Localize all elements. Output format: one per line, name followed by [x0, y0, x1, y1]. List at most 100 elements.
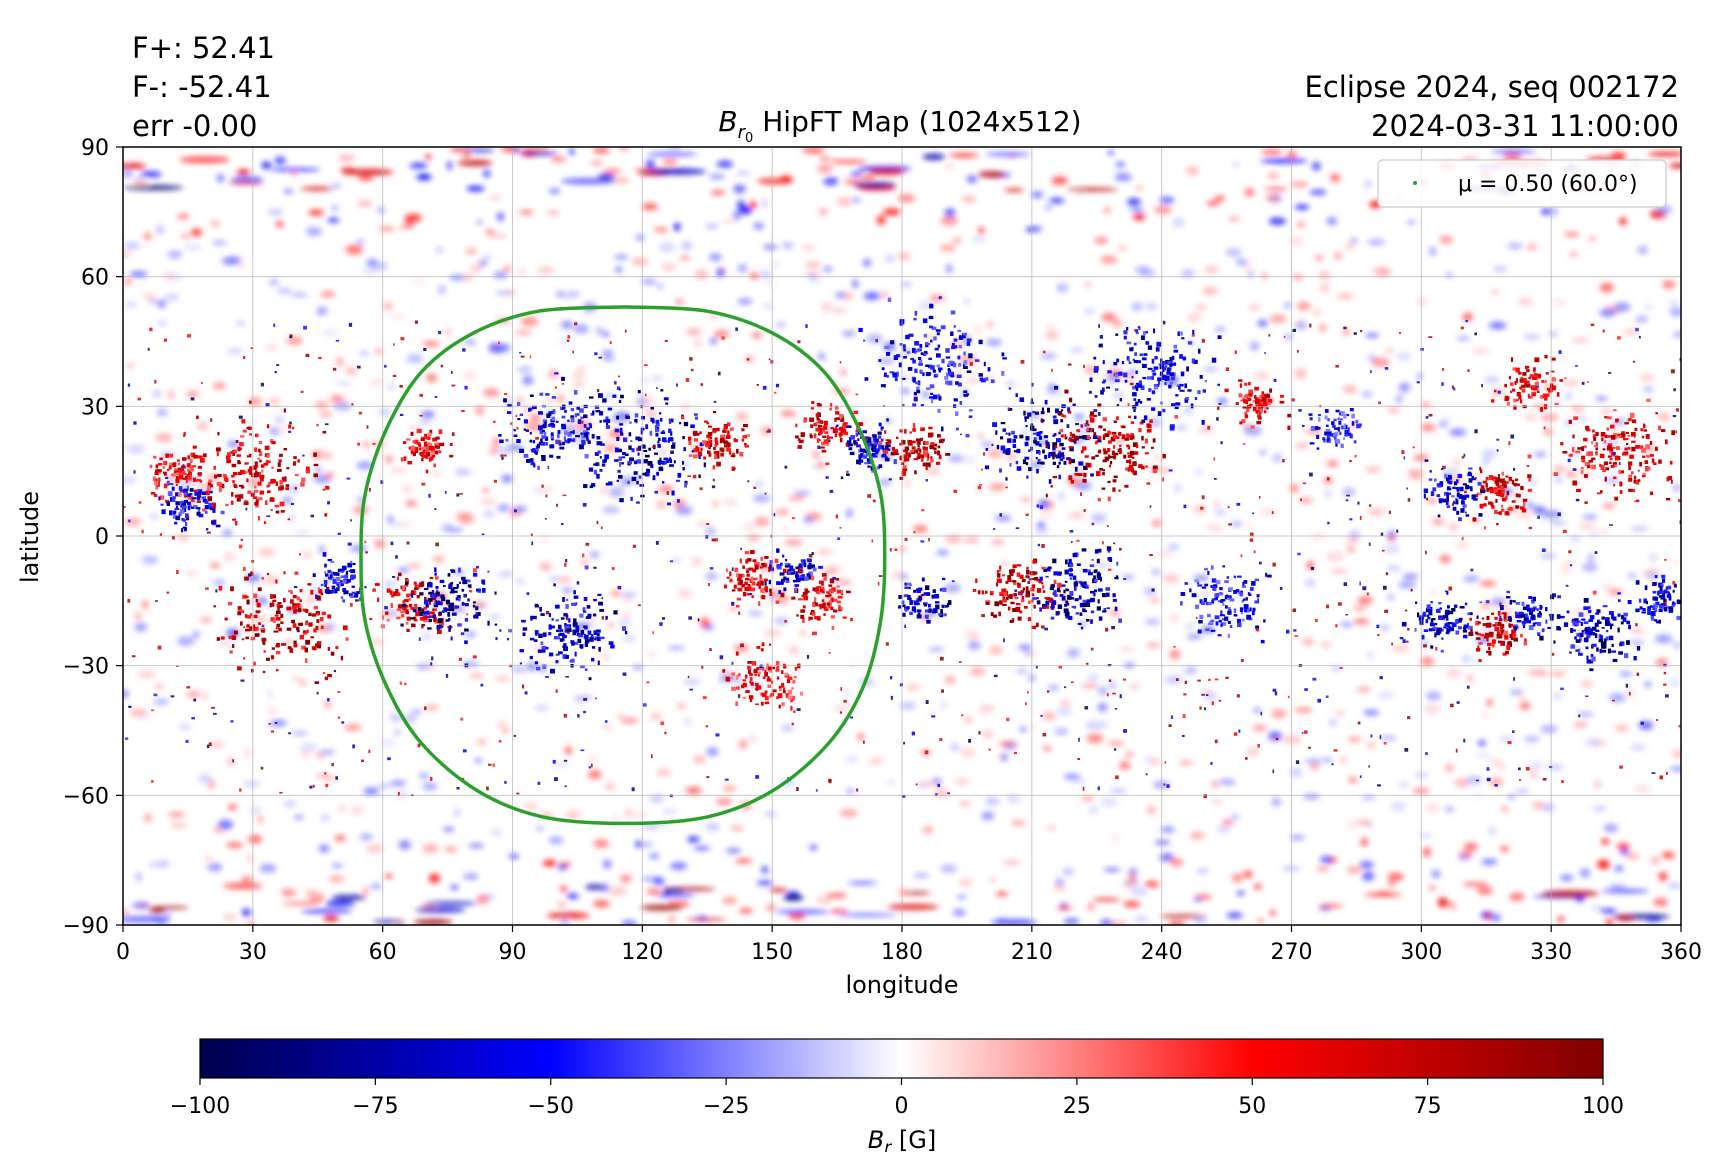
field-pixel: [534, 630, 539, 635]
field-pixel: [1502, 652, 1507, 656]
polar-streak: [1123, 900, 1141, 908]
field-pixel: [1193, 359, 1198, 364]
field-pixel: [673, 460, 676, 464]
noise-patch: [159, 859, 170, 868]
noise-patch: [1145, 302, 1158, 311]
noise-patch: [1534, 451, 1547, 457]
field-pixel: [1152, 465, 1158, 470]
noise-patch: [1319, 271, 1331, 280]
noise-patch: [1507, 794, 1516, 800]
field-pixel: [266, 424, 270, 429]
field-pixel: [928, 603, 931, 608]
field-pixel: [1211, 357, 1217, 363]
noise-patch: [406, 563, 422, 569]
noise-patch: [167, 274, 184, 281]
noise-patch: [1130, 887, 1148, 896]
field-pixel: [322, 430, 327, 434]
noise-patch: [1205, 688, 1212, 695]
field-pixel: [635, 436, 641, 441]
field-pixel: [1185, 397, 1189, 401]
field-pixel: [316, 619, 320, 624]
field-pixel: [578, 634, 583, 638]
field-pixel: [1024, 456, 1030, 460]
field-pixel: [1594, 633, 1598, 639]
field-pixel: [415, 611, 420, 617]
field-pixel: [196, 479, 201, 482]
field-pixel: [1258, 402, 1261, 407]
field-pixel: [237, 471, 243, 475]
field-pixel: [607, 407, 613, 411]
field-pixel: [1042, 604, 1047, 608]
noise-patch: [1491, 598, 1507, 606]
noise-patch: [985, 339, 1002, 346]
field-pixel: [446, 608, 451, 611]
noise-patch: [304, 889, 320, 897]
field-pixel: [218, 585, 223, 591]
field-pixel: [790, 572, 794, 575]
field-pixel: [1511, 479, 1515, 485]
field-pixel: [883, 372, 887, 377]
field-pixel: [671, 445, 676, 449]
noise-patch: [883, 208, 901, 216]
noise-patch: [978, 227, 985, 235]
noise-patch: [444, 328, 453, 335]
field-pixel: [1521, 601, 1525, 606]
noise-patch: [362, 441, 371, 448]
field-pixel: [849, 451, 855, 456]
field-pixel: [1066, 588, 1070, 592]
field-pixel: [1087, 423, 1090, 427]
noise-patch: [1499, 736, 1515, 742]
field-pixel: [733, 584, 737, 589]
field-pixel: [790, 697, 793, 703]
noise-patch: [1070, 778, 1087, 784]
field-pixel: [902, 604, 906, 608]
noise-patch: [621, 920, 637, 925]
field-pixel: [1184, 383, 1187, 389]
field-pixel: [776, 696, 779, 700]
noise-patch: [565, 809, 581, 820]
field-pixel: [341, 565, 347, 570]
noise-patch: [243, 780, 260, 788]
noise-patch: [1305, 578, 1316, 587]
field-pixel: [1603, 644, 1607, 649]
field-pixel: [932, 589, 936, 593]
field-pixel: [433, 602, 437, 607]
field-pixel: [416, 586, 421, 589]
field-pixel: [712, 428, 717, 432]
field-pixel: [1428, 478, 1433, 481]
field-pixel: [1135, 370, 1138, 374]
field-pixel: [1000, 445, 1006, 451]
field-pixel: [1493, 489, 1498, 493]
field-pixel: [1096, 573, 1102, 579]
field-pixel: [403, 441, 407, 444]
field-pixel: [1131, 435, 1135, 440]
field-pixel: [725, 447, 731, 452]
field-pixel: [1500, 640, 1505, 646]
noise-patch: [572, 381, 586, 387]
field-pixel: [918, 362, 923, 366]
noise-patch: [156, 408, 168, 417]
field-pixel: [1549, 615, 1554, 621]
noise-patch: [345, 244, 363, 255]
field-pixel: [584, 625, 588, 630]
field-pixel: [1073, 435, 1078, 441]
field-pixel: [761, 642, 765, 647]
noise-patch: [482, 509, 495, 519]
field-pixel: [1045, 600, 1050, 606]
field-pixel: [912, 347, 916, 350]
noise-patch: [685, 786, 702, 795]
field-pixel: [1496, 633, 1501, 639]
noise-patch: [556, 901, 568, 908]
field-pixel: [872, 434, 877, 439]
polar-streak: [270, 168, 321, 172]
field-pixel: [795, 566, 800, 570]
field-pixel: [1496, 489, 1502, 494]
field-pixel: [628, 432, 632, 437]
field-pixel: [1610, 624, 1612, 630]
field-pixel: [1261, 396, 1264, 401]
field-pixel: [1019, 610, 1023, 614]
field-pixel: [1243, 399, 1247, 404]
noise-patch: [1661, 851, 1675, 859]
field-pixel: [344, 581, 349, 584]
noise-patch: [334, 834, 346, 842]
